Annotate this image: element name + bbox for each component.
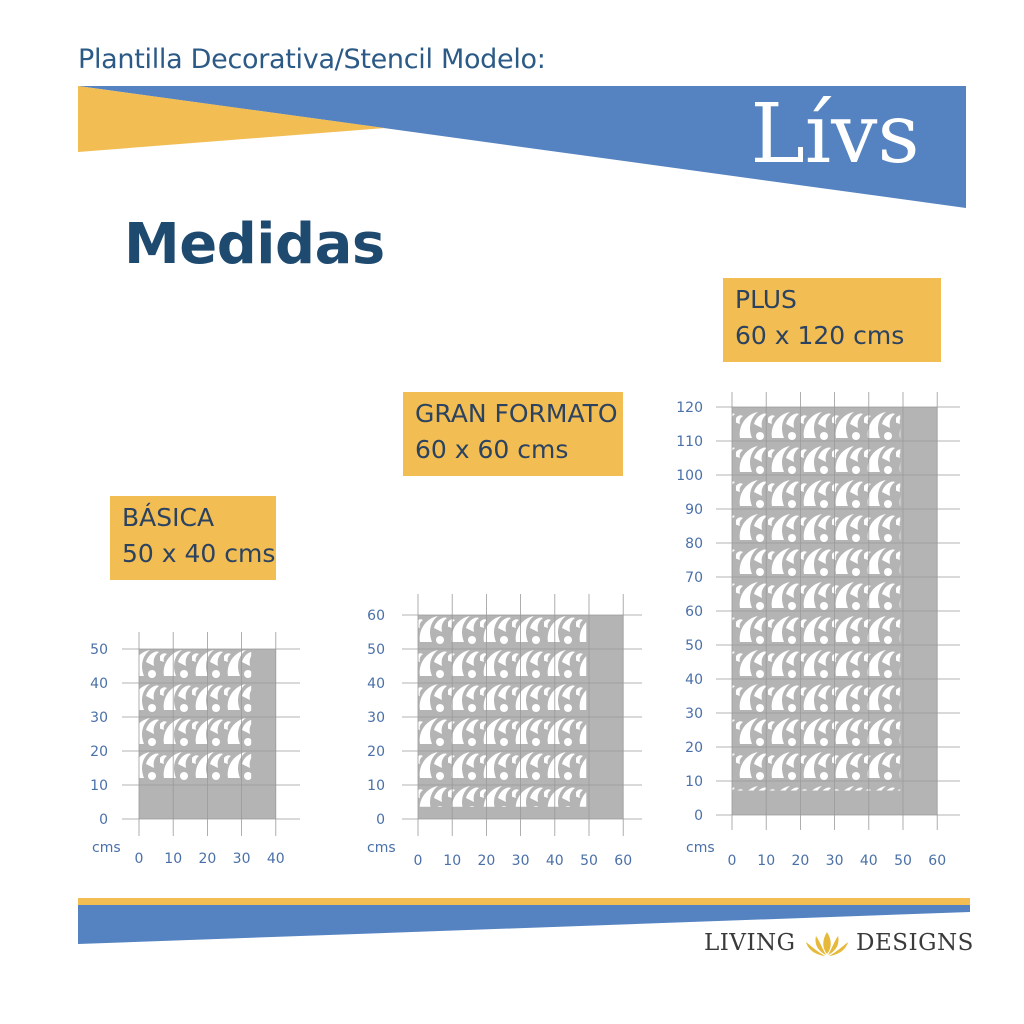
x-tick-label: 40 <box>267 851 285 867</box>
y-tick-label: 30 <box>367 710 385 726</box>
y-tick-label: 110 <box>676 434 703 450</box>
y-tick-label: 10 <box>367 778 385 794</box>
size-name: PLUS <box>735 285 797 314</box>
x-tick-label: 50 <box>894 853 912 869</box>
model-name: Lívs <box>750 87 919 182</box>
x-tick-label: 0 <box>414 853 423 869</box>
subtitle: Plantilla Decorativa/Stencil Modelo: <box>78 44 546 75</box>
y-tick-label: 0 <box>694 808 703 824</box>
y-tick-label: 70 <box>685 570 703 586</box>
x-tick-label: 20 <box>198 851 216 867</box>
y-tick-label: 10 <box>90 778 108 794</box>
x-tick-label: 50 <box>580 853 598 869</box>
y-tick-label: 30 <box>685 706 703 722</box>
y-tick-label: 60 <box>367 608 385 624</box>
unit-label: cms <box>686 840 715 856</box>
y-tick-label: 50 <box>367 642 385 658</box>
size-name: BÁSICA <box>122 503 215 532</box>
brand-left-text: LIVING <box>704 930 796 956</box>
x-tick-label: 20 <box>477 853 495 869</box>
y-tick-label: 0 <box>99 812 108 828</box>
x-tick-label: 10 <box>757 853 775 869</box>
size-dimensions: 60 x 60 cms <box>415 435 569 464</box>
stencil-pattern <box>732 407 901 791</box>
y-tick-label: 0 <box>376 812 385 828</box>
size-name: GRAN FORMATO <box>415 399 618 428</box>
y-tick-label: 10 <box>685 774 703 790</box>
chart-plus: 0 10 20 30 40 50 60 70 80 90 100 110 120 0 10 20 30 40 50 6… <box>676 392 960 869</box>
x-tick-label: 40 <box>546 853 564 869</box>
x-tick-label: 60 <box>928 853 946 869</box>
x-tick-label: 40 <box>860 853 878 869</box>
stencil-pattern <box>418 615 587 807</box>
banner-yellow-wedge <box>78 86 385 152</box>
y-tick-label: 60 <box>685 604 703 620</box>
x-tick-label: 30 <box>512 853 530 869</box>
x-tick-label: 0 <box>135 851 144 867</box>
y-tick-label: 40 <box>90 676 108 692</box>
brand-logo: LIVING DESIGNS <box>704 926 984 966</box>
footer-yellow-band <box>78 898 970 905</box>
y-tick-label: 90 <box>685 502 703 518</box>
y-tick-label: 100 <box>676 468 703 484</box>
size-dimensions: 50 x 40 cms <box>122 539 276 568</box>
chart-gran-formato: 0 10 20 30 40 50 60 0 10 20 30 40 50 60 cms <box>367 594 642 869</box>
size-label-gran-formato: GRAN FORMATO 60 x 60 cms <box>403 392 623 476</box>
y-tick-label: 20 <box>685 740 703 756</box>
x-tick-label: 20 <box>791 853 809 869</box>
unit-label: cms <box>92 840 121 856</box>
x-tick-label: 30 <box>233 851 251 867</box>
y-tick-label: 30 <box>90 710 108 726</box>
size-label-plus: PLUS 60 x 120 cms <box>723 278 941 362</box>
section-title: Medidas <box>124 212 385 277</box>
size-dimensions: 60 x 120 cms <box>735 321 905 350</box>
y-tick-label: 40 <box>685 672 703 688</box>
footer-blue-band <box>78 905 970 944</box>
brand-right-text: DESIGNS <box>856 930 974 956</box>
y-tick-label: 50 <box>685 638 703 654</box>
x-tick-label: 60 <box>614 853 632 869</box>
x-tick-label: 10 <box>164 851 182 867</box>
y-tick-label: 40 <box>367 676 385 692</box>
y-tick-label: 20 <box>367 744 385 760</box>
lotus-icon <box>806 932 848 956</box>
y-tick-label: 50 <box>90 642 108 658</box>
y-tick-label: 120 <box>676 400 703 416</box>
x-tick-label: 10 <box>443 853 461 869</box>
chart-basica: 0 10 20 30 40 50 0 10 20 30 40 cms <box>90 632 300 867</box>
unit-label: cms <box>367 840 396 856</box>
x-tick-label: 30 <box>826 853 844 869</box>
stencil-pattern <box>139 649 252 782</box>
y-tick-label: 80 <box>685 536 703 552</box>
x-tick-label: 0 <box>728 853 737 869</box>
y-tick-label: 20 <box>90 744 108 760</box>
size-label-basic: BÁSICA 50 x 40 cms <box>110 496 276 580</box>
